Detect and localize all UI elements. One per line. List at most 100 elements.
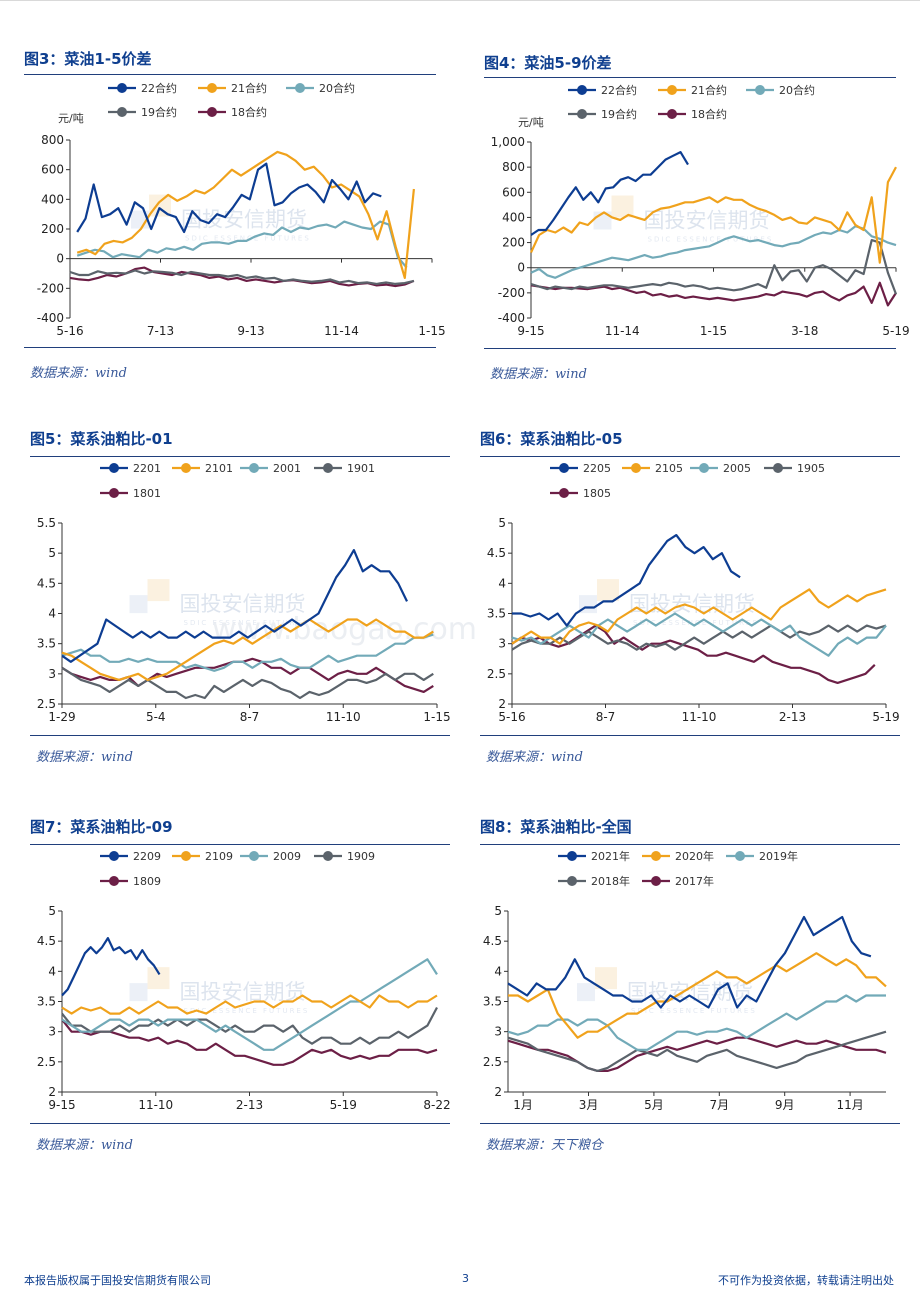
footer-copyright: 本报告版权属于国投安信期货有限公司	[24, 1274, 211, 1287]
title-rule	[480, 456, 900, 457]
series-line-2018年	[507, 1030, 887, 1073]
legend-label: 1805	[583, 487, 611, 500]
title-rule	[484, 77, 896, 78]
watermark-logo-orange	[597, 579, 619, 602]
y-tick-label: 0	[517, 261, 525, 275]
series-line-22合约	[76, 162, 382, 234]
legend-marker	[181, 851, 191, 861]
y-tick-label: -200	[498, 286, 525, 300]
series-line-1901	[61, 666, 434, 700]
y-tick-label: 2	[498, 697, 506, 711]
y-tick-label: 4.5	[487, 546, 506, 560]
x-tick-label: 1-15	[423, 710, 450, 724]
y-tick-label: 2.5	[37, 1055, 56, 1069]
legend-item: 18合约	[658, 107, 727, 121]
legend-label: 22合约	[601, 83, 637, 97]
legend-item: 2109	[172, 850, 233, 863]
legend-item: 2205	[550, 462, 611, 475]
legend-marker	[207, 107, 217, 117]
series-line-2105	[511, 588, 887, 645]
series-line-20合约	[530, 225, 897, 279]
watermark-text: 国投安信期货	[180, 592, 306, 616]
watermark-logo-orange	[147, 579, 170, 602]
legend-marker	[207, 83, 217, 93]
y-tick-label: 4	[48, 607, 56, 621]
chart-2: 国投安信期货 SDIC ESSENCE FUTURESwww.baogao.com…	[37, 462, 477, 724]
x-tick-label: 2-13	[779, 710, 806, 724]
legend-marker	[735, 851, 745, 861]
series-line-2001	[61, 633, 434, 672]
footer-page-number: 3	[462, 1272, 469, 1285]
legend-label: 1801	[133, 487, 161, 500]
panel-fig5: 图5：菜系油粕比-01 数据来源：wind	[30, 428, 450, 766]
legend-item: 1905	[764, 462, 825, 475]
y-tick-label: 2.5	[487, 667, 506, 681]
title-rule	[24, 74, 436, 75]
x-tick-label: 8-7	[240, 710, 260, 724]
series-line-19合约	[69, 269, 415, 285]
x-tick-label: 1-15	[418, 324, 445, 338]
legend-marker	[577, 85, 587, 95]
legend-label: 2209	[133, 850, 161, 863]
x-tick-label: 5-19	[882, 324, 909, 338]
legend-item: 2017年	[642, 874, 714, 888]
series-line-2205	[512, 533, 741, 627]
y-tick-label: 800	[502, 160, 525, 174]
series-line-22合约	[530, 151, 689, 236]
watermark-subtext: SDIC ESSENCE FUTURES	[648, 236, 774, 244]
legend-marker	[667, 109, 677, 119]
series-line-2101	[61, 618, 434, 682]
y-tick-label: -400	[37, 311, 64, 325]
legend-item: 2020年	[642, 849, 714, 863]
series-line-2209	[61, 936, 161, 997]
source-note: 数据来源：wind	[36, 750, 133, 765]
panel-fig8: 图8：菜系油粕比-全国 数据来源：天下粮仓	[480, 816, 900, 1154]
y-tick-label: 3	[498, 637, 506, 651]
y-tick-label: 4.5	[37, 934, 56, 948]
y-tick-label: -400	[498, 311, 525, 325]
watermark-subtext: SDIC ESSENCE FUTURES	[185, 235, 311, 243]
legend-label: 19合约	[601, 107, 637, 121]
y-tick-label: -200	[37, 281, 64, 295]
legend-marker	[323, 463, 333, 473]
legend-marker	[651, 876, 661, 886]
y-tick-label: 200	[41, 222, 64, 236]
y-tick-label: 200	[502, 236, 525, 250]
watermark-text: 国投安信期货	[180, 980, 306, 1004]
y-tick-label: 2	[48, 1085, 56, 1099]
y-tick-label: 5	[494, 904, 502, 918]
series-line-1809	[61, 1018, 438, 1066]
x-tick-label: 5-4	[146, 710, 166, 724]
x-tick-label: 5-16	[498, 710, 525, 724]
legend-label: 2105	[655, 462, 683, 475]
legend-label: 2019年	[759, 849, 798, 863]
y-tick-label: 2	[494, 1085, 502, 1099]
bottom-rule	[30, 735, 450, 736]
y-tick-label: 4	[48, 964, 56, 978]
legend-marker	[699, 463, 709, 473]
y-tick-label: 600	[502, 185, 525, 199]
chart-4: 国投安信期货 SDIC ESSENCE FUTURES 2 2.5 3 3.5 4 4.5 5 9…	[37, 850, 451, 1112]
legend-label: 2005	[723, 462, 751, 475]
x-tick-label: 9-13	[237, 324, 264, 338]
y-tick-label: 5	[498, 516, 506, 530]
series-line-20合约	[76, 220, 408, 269]
legend-item: 2201	[100, 462, 161, 475]
series-line-21合约	[76, 150, 415, 279]
y-tick-label: 2.5	[483, 1055, 502, 1069]
legend-marker	[117, 83, 127, 93]
x-tick-label: 1月	[513, 1098, 533, 1112]
legend-label: 22合约	[141, 81, 177, 95]
watermark-subtext: SDIC ESSENCE FUTURES	[631, 1007, 757, 1015]
watermark-subtext: SDIC ESSENCE FUTURES	[184, 1007, 310, 1015]
legend-label: 2109	[205, 850, 233, 863]
y-tick-label: 5	[48, 904, 56, 918]
source-note: 数据来源：wind	[490, 367, 587, 382]
series-line-2017年	[507, 1036, 887, 1073]
legend-item: 21合约	[658, 83, 727, 97]
watermark-logo-blue	[577, 983, 595, 1002]
